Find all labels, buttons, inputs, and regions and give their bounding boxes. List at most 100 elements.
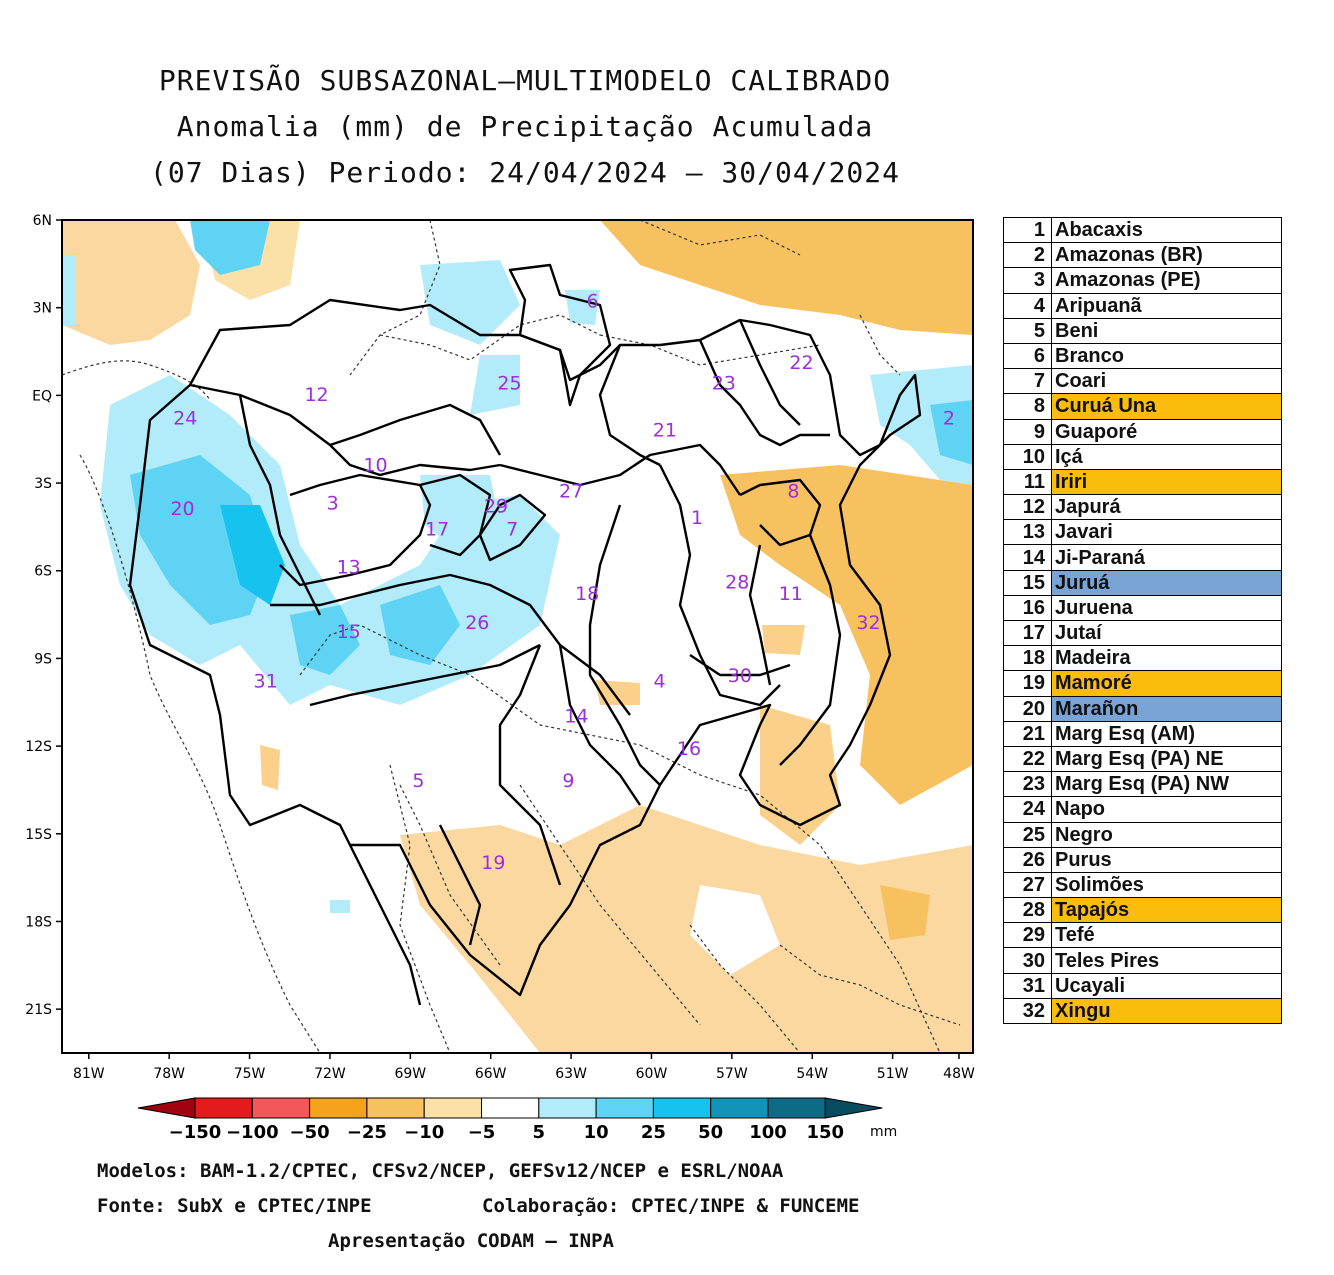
colorbar-tick-label: 50 bbox=[698, 1122, 723, 1143]
basin-label: 16 bbox=[677, 738, 701, 760]
basin-row: 30 Teles Pires bbox=[1003, 947, 1282, 974]
basin-number: 13 bbox=[1003, 519, 1052, 546]
colorbar-tick-label: 100 bbox=[749, 1122, 787, 1143]
basin-row: 25 Negro bbox=[1003, 821, 1282, 848]
basin-number: 30 bbox=[1003, 947, 1052, 974]
colorbar-under-arrow bbox=[137, 1097, 196, 1119]
longitude-axis: 81W 78W 75W 72W 69W 66W 63W 60W 57W 54W 51W 48W bbox=[73, 1053, 975, 1082]
basin-outlines bbox=[128, 263, 922, 1006]
lat-tick-label: 21S bbox=[25, 1002, 52, 1018]
colorbar: −150 −100 −50 −25 −10 −5 5 10 25 50 100 150 mm bbox=[137, 1097, 897, 1143]
basin-label: 11 bbox=[779, 583, 803, 605]
basin-row: 23 Marg Esq (PA) NW bbox=[1003, 771, 1282, 798]
basin-name: Solimões bbox=[1051, 871, 1282, 899]
map-panel: 6N 3N EQ 3S 6S 9S 12S 15S 18S 21S 81W 78W 75W 72W 69W… bbox=[0, 205, 1000, 1085]
basin-legend-table: 1 Abacaxis 2 Amazonas (BR) 3 Amazonas (PE) 4 Ar… bbox=[1003, 216, 1282, 1025]
basin-row: 14 Ji-Paraná bbox=[1003, 544, 1282, 571]
colorbar-box bbox=[652, 1097, 712, 1119]
basin-name: Napo bbox=[1051, 796, 1282, 823]
colorbar-tick-label: −5 bbox=[468, 1122, 496, 1143]
basin-number: 28 bbox=[1003, 897, 1052, 924]
anomaly-fields bbox=[62, 220, 973, 1053]
latitude-axis: 6N 3N EQ 3S 6S 9S 12S 15S 18S 21S bbox=[25, 213, 62, 1018]
colorbar-tick-label: 10 bbox=[584, 1122, 609, 1143]
footer-presentation: Apresentação CODAM — INPA bbox=[328, 1230, 614, 1252]
lat-tick-label: EQ bbox=[32, 388, 52, 404]
basin-label: 22 bbox=[789, 352, 813, 374]
basin-row: 13 Javari bbox=[1003, 519, 1282, 546]
lon-tick-label: 54W bbox=[796, 1066, 828, 1082]
basin-label: 25 bbox=[497, 373, 521, 395]
basin-number: 26 bbox=[1003, 846, 1052, 873]
basin-row: 16 Juruena bbox=[1003, 594, 1282, 622]
basin-row: 3 Amazonas (PE) bbox=[1003, 267, 1282, 294]
basin-number: 25 bbox=[1003, 821, 1052, 848]
basin-number-labels: 1234567891011121314151617181920212223242… bbox=[170, 291, 954, 874]
basin-label: 12 bbox=[304, 384, 328, 406]
lat-tick-label: 6S bbox=[34, 564, 52, 580]
colorbar-tick-label: −25 bbox=[347, 1122, 387, 1143]
basin-name: Japurá bbox=[1051, 494, 1282, 521]
basin-label: 30 bbox=[728, 665, 752, 687]
colorbar-box bbox=[538, 1097, 597, 1119]
colorbar-box bbox=[194, 1097, 253, 1119]
colorbar-box bbox=[423, 1097, 483, 1119]
basin-number: 9 bbox=[1003, 418, 1052, 445]
title-line-1: PREVISÃO SUBSAZONAL—MULTIMODELO CALIBRAD… bbox=[158, 64, 892, 97]
colorbar-tick-label: 5 bbox=[533, 1122, 546, 1143]
basin-name: Beni bbox=[1051, 317, 1282, 344]
title-line-2: Anomalia (mm) de Precipitação Acumulada bbox=[176, 110, 874, 143]
basin-row: 21 Marg Esq (AM) bbox=[1003, 720, 1282, 747]
basin-name: Amazonas (PE) bbox=[1051, 267, 1282, 294]
basin-label: 17 bbox=[425, 519, 449, 541]
basin-row: 6 Branco bbox=[1003, 342, 1282, 370]
basin-number: 18 bbox=[1003, 645, 1052, 672]
basin-label: 5 bbox=[412, 770, 424, 792]
basin-number: 3 bbox=[1003, 267, 1052, 294]
title-line-3: (07 Dias) Periodo: 24/04/2024 — 30/04/20… bbox=[149, 156, 900, 189]
basin-number: 14 bbox=[1003, 544, 1052, 571]
basin-name: Tefé bbox=[1051, 922, 1282, 949]
basin-number: 20 bbox=[1003, 695, 1052, 722]
basin-name: Negro bbox=[1051, 821, 1282, 848]
basin-name: Marg Esq (AM) bbox=[1051, 720, 1282, 747]
basin-number: 31 bbox=[1003, 972, 1052, 999]
basin-row: 18 Madeira bbox=[1003, 645, 1282, 672]
basin-label: 13 bbox=[337, 557, 361, 579]
basin-name: Ucayali bbox=[1051, 972, 1282, 999]
colorbar-over-arrow bbox=[824, 1097, 883, 1119]
basin-label: 32 bbox=[856, 612, 880, 634]
basin-number: 16 bbox=[1003, 594, 1052, 622]
basin-label: 23 bbox=[712, 373, 736, 395]
lon-tick-label: 78W bbox=[153, 1066, 185, 1082]
basin-row: 19 Mamoré bbox=[1003, 670, 1282, 697]
basin-label: 10 bbox=[363, 454, 387, 476]
basin-label: 31 bbox=[254, 671, 278, 693]
lon-tick-label: 63W bbox=[555, 1066, 587, 1082]
basin-row: 22 Marg Esq (PA) NE bbox=[1003, 745, 1282, 773]
basin-label: 19 bbox=[481, 852, 505, 874]
basin-name: Marañon bbox=[1051, 695, 1282, 722]
basin-row: 24 Napo bbox=[1003, 796, 1282, 823]
basin-name: Branco bbox=[1051, 342, 1282, 370]
basin-number: 2 bbox=[1003, 242, 1052, 269]
basin-name: Coari bbox=[1051, 368, 1282, 395]
basin-name: Abacaxis bbox=[1051, 216, 1282, 244]
basin-label: 9 bbox=[562, 770, 574, 792]
basin-name: Tapajós bbox=[1051, 897, 1282, 924]
basin-label: 6 bbox=[586, 291, 598, 313]
lat-tick-label: 6N bbox=[33, 213, 52, 229]
colorbar-box bbox=[767, 1097, 826, 1119]
basin-row: 5 Beni bbox=[1003, 317, 1282, 344]
basin-number: 17 bbox=[1003, 619, 1052, 647]
basin-number: 8 bbox=[1003, 393, 1052, 420]
basin-name: Teles Pires bbox=[1051, 947, 1282, 974]
basin-row: 20 Marañon bbox=[1003, 695, 1282, 722]
basin-name: Javari bbox=[1051, 519, 1282, 546]
basin-label: 20 bbox=[170, 498, 194, 520]
basin-name: Iriri bbox=[1051, 468, 1282, 496]
basin-name: Marg Esq (PA) NE bbox=[1051, 745, 1282, 773]
lat-tick-label: 3N bbox=[33, 301, 52, 317]
basin-row: 2 Amazonas (BR) bbox=[1003, 242, 1282, 269]
basin-number: 29 bbox=[1003, 922, 1052, 949]
